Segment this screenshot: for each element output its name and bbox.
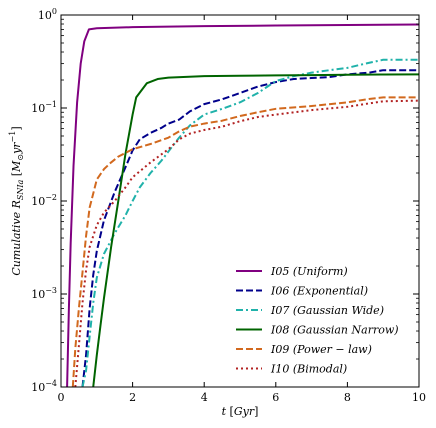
x-tick-label: 4 bbox=[201, 391, 208, 404]
series-line-2 bbox=[81, 69, 419, 387]
x-tick-label: 6 bbox=[272, 391, 279, 404]
series-line-6 bbox=[74, 99, 419, 387]
series-line-5 bbox=[71, 96, 419, 387]
x-tick-label: 2 bbox=[129, 391, 136, 404]
y-tick-label: 10−3 bbox=[31, 286, 57, 301]
legend-label-3: I07 (Gaussian Wide) bbox=[270, 304, 384, 317]
legend-label-6: I10 (Bimodal) bbox=[270, 363, 347, 376]
x-tick-label: 0 bbox=[58, 391, 65, 404]
legend-label-2: I06 (Exponential) bbox=[270, 285, 368, 298]
y-tick-label: 100 bbox=[38, 7, 57, 22]
y-tick-label: 10−2 bbox=[31, 193, 57, 208]
series-line-1 bbox=[66, 23, 419, 387]
y-axis-label: Cumulative RSNIa [M⊙yr−1] bbox=[8, 126, 25, 275]
series-line-3 bbox=[81, 58, 419, 387]
y-tick-label: 10−4 bbox=[31, 379, 57, 394]
x-axis-label: t [Gyr] bbox=[222, 405, 259, 418]
legend-label-5: I09 (Power − law) bbox=[270, 343, 372, 356]
legend-label-4: I08 (Gaussian Narrow) bbox=[270, 324, 399, 337]
x-tick-label: 8 bbox=[344, 391, 351, 404]
legend-label-1: I05 (Uniform) bbox=[270, 265, 348, 278]
x-tick-label: 10 bbox=[412, 391, 426, 404]
series-line-4 bbox=[92, 73, 419, 387]
y-tick-label: 10−1 bbox=[31, 100, 57, 115]
